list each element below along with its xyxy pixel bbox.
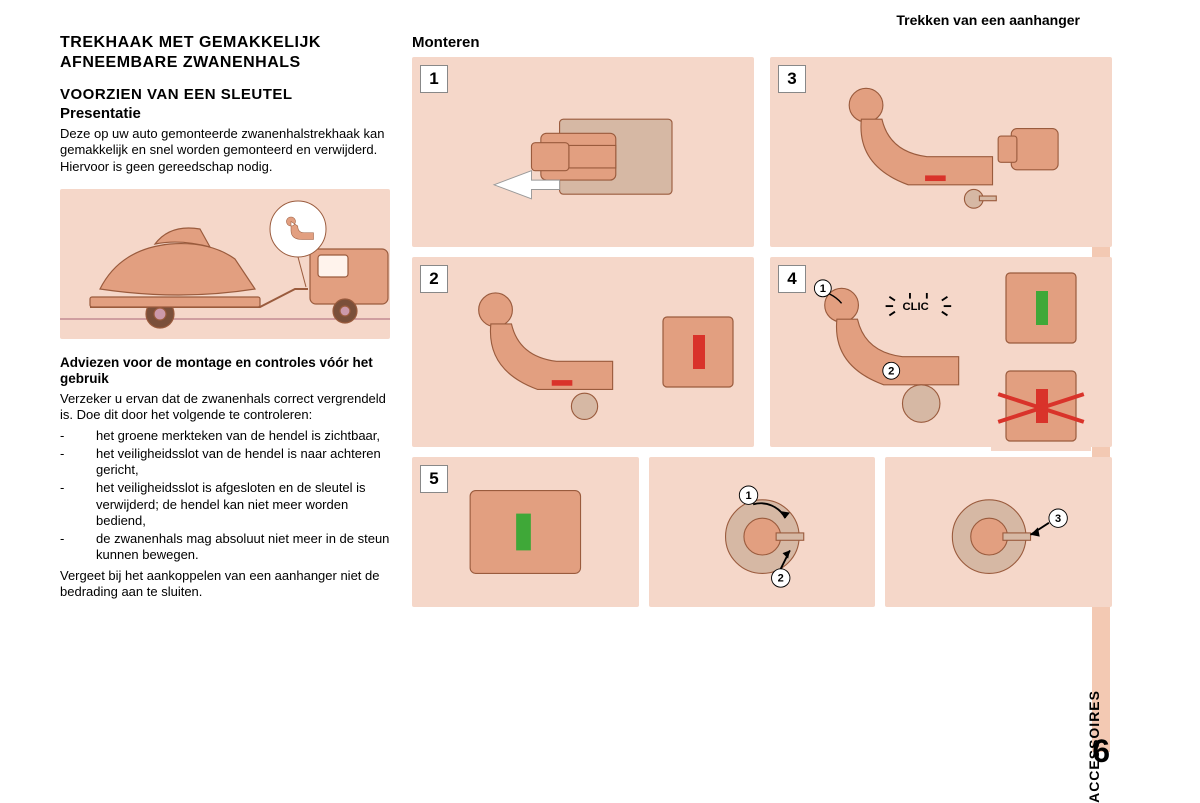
svg-text:2: 2 bbox=[777, 573, 783, 585]
indicator-green-ok bbox=[991, 263, 1091, 353]
check-list: het groene merkteken van de hendel is zi… bbox=[60, 428, 400, 564]
main-title-line2: AFNEEMBARE ZWANENHALS bbox=[60, 54, 400, 72]
step-panel-4: 4 1 CLIC bbox=[770, 257, 1112, 447]
trailer-illustration bbox=[60, 189, 390, 339]
right-column: Monteren 1 3 bbox=[400, 20, 1192, 780]
chapter-number: 6 bbox=[1092, 733, 1110, 770]
step-panel-5a: 5 bbox=[412, 457, 639, 607]
check-item: het groene merkteken van de hendel is zi… bbox=[78, 428, 400, 444]
svg-text:2: 2 bbox=[888, 365, 894, 377]
step-number: 2 bbox=[420, 265, 448, 293]
advice-body: Verzeker u ervan dat de zwanenhals corre… bbox=[60, 391, 400, 424]
left-column: TREKHAAK MET GEMAKKELIJK AFNEEMBARE ZWAN… bbox=[60, 20, 400, 780]
subtitle: VOORZIEN VAN EEN SLEUTEL bbox=[60, 86, 400, 103]
step-number: 1 bbox=[420, 65, 448, 93]
svg-text:CLIC: CLIC bbox=[902, 301, 928, 313]
main-title-line1: TREKHAAK MET GEMAKKELIJK bbox=[60, 34, 400, 52]
check-item: het veiligheidsslot is afgesloten en de … bbox=[78, 480, 400, 529]
step-panel-5b: 1 2 bbox=[649, 457, 876, 607]
presentation-heading: Presentatie bbox=[60, 105, 400, 122]
advice-heading: Adviezen voor de montage en controles vó… bbox=[60, 355, 400, 387]
svg-text:1: 1 bbox=[820, 283, 826, 295]
indicator-red-wrong bbox=[991, 361, 1091, 451]
steps-grid: 1 3 bbox=[412, 57, 1112, 607]
mount-heading: Monteren bbox=[412, 34, 1112, 51]
indicator-detail-red bbox=[648, 263, 748, 441]
check-item: het veiligheidsslot van de hendel is naa… bbox=[78, 446, 400, 479]
manual-page: Trekken van een aanhanger 119 ACCESSOIRE… bbox=[0, 0, 1200, 800]
step-panel-2: 2 bbox=[412, 257, 754, 447]
cross-icon bbox=[991, 361, 1091, 451]
step-number: 4 bbox=[778, 265, 806, 293]
svg-text:3: 3 bbox=[1055, 513, 1061, 525]
svg-text:1: 1 bbox=[745, 490, 751, 502]
check-item: de zwanenhals mag absoluut niet meer in … bbox=[78, 531, 400, 564]
step-panel-3: 3 bbox=[770, 57, 1112, 247]
step-5-row: 5 1 2 bbox=[412, 457, 1112, 607]
footer-note: Vergeet bij het aankoppelen van een aanh… bbox=[60, 568, 400, 601]
presentation-body: Deze op uw auto gemonteerde zwanenhalstr… bbox=[60, 126, 400, 175]
step-number: 3 bbox=[778, 65, 806, 93]
step-number: 5 bbox=[420, 465, 448, 493]
section-header: Trekken van een aanhanger bbox=[896, 12, 1080, 28]
step-panel-1: 1 bbox=[412, 57, 754, 247]
step-panel-5c: 3 bbox=[885, 457, 1112, 607]
